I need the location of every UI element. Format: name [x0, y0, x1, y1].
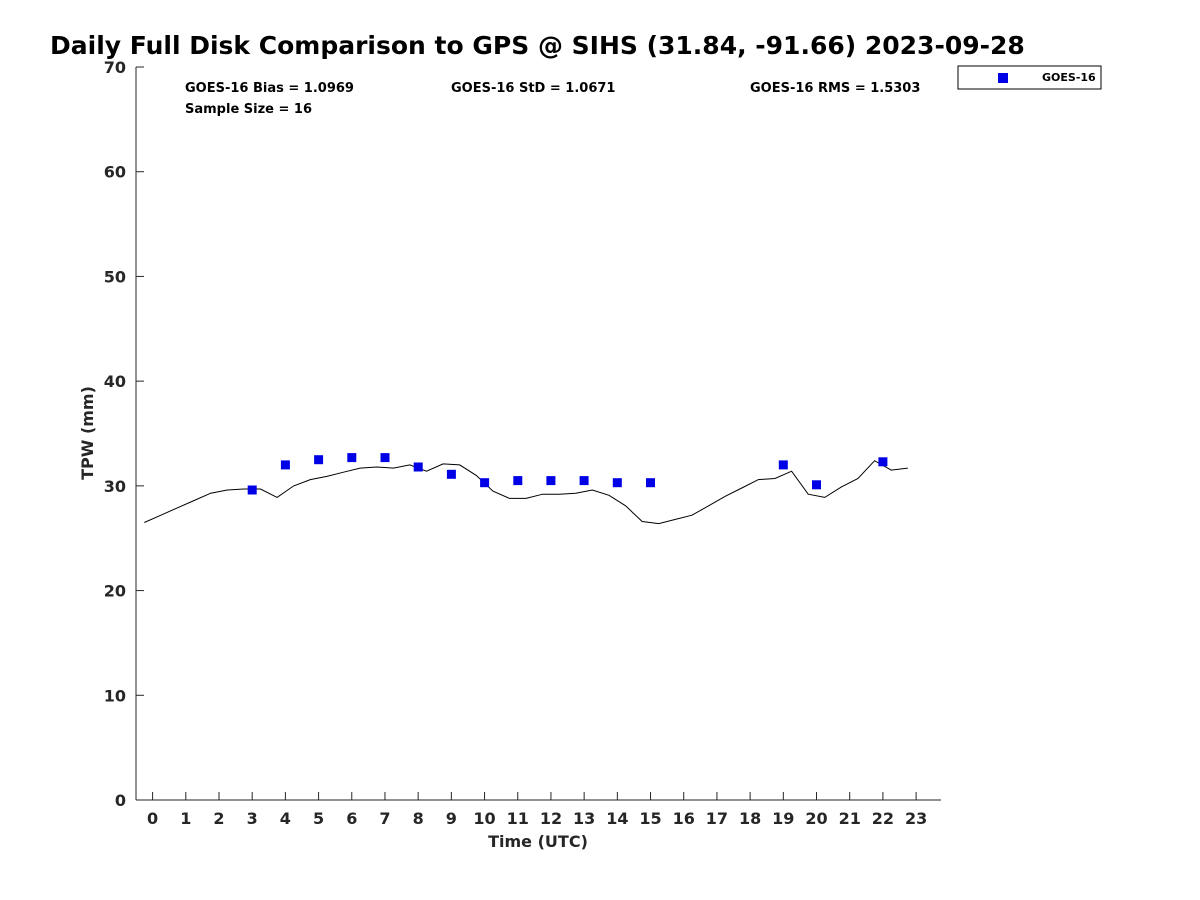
line-layer	[144, 460, 908, 525]
x-tick-label: 11	[507, 809, 529, 828]
goes16-data-point	[646, 478, 655, 488]
y-tick-label: 40	[104, 372, 126, 391]
goes16-data-point	[546, 476, 556, 486]
x-tick-label: 14	[606, 809, 628, 828]
goes16-data-point	[314, 455, 324, 465]
y-tick-label: 10	[104, 686, 126, 705]
stat-std: GOES-16 StD = 1.0671	[451, 81, 615, 96]
goes16-data-point	[280, 460, 290, 470]
goes16-data-point	[878, 457, 888, 467]
x-tick-label: 17	[706, 809, 728, 828]
x-tick-label: 0	[147, 809, 158, 828]
goes16-data-point	[413, 462, 423, 472]
x-tick-label: 13	[573, 809, 595, 828]
x-tick-label: 9	[446, 809, 457, 828]
y-tick-label: 70	[104, 58, 126, 77]
goes16-data-point	[247, 485, 257, 495]
legend: GOES-16	[957, 65, 1102, 90]
x-tick-label: 23	[905, 809, 927, 828]
goes16-data-point	[778, 460, 788, 470]
x-tick-label: 16	[673, 809, 695, 828]
x-tick-label: 22	[872, 809, 894, 828]
axes	[135, 67, 941, 801]
marker-layer	[247, 453, 888, 495]
x-tick-label: 12	[540, 809, 562, 828]
chart-title: Daily Full Disk Comparison to GPS @ SIHS…	[50, 31, 1025, 60]
x-tick-label: 1	[180, 809, 191, 828]
stat-bias: GOES-16 Bias = 1.0969	[185, 81, 354, 96]
legend-marker	[998, 73, 1008, 83]
goes16-data-point	[347, 453, 357, 463]
x-tick-label: 21	[839, 809, 861, 828]
x-axis-label: Time (UTC)	[488, 832, 588, 851]
y-tick-label: 50	[104, 267, 126, 286]
x-tick-label: 7	[379, 809, 390, 828]
x-tick-label: 20	[805, 809, 827, 828]
y-tick-label: 60	[104, 163, 126, 182]
x-tick-label: 8	[413, 809, 424, 828]
goes16-data-point	[579, 476, 589, 486]
x-tick-label: 4	[280, 809, 291, 828]
legend-box	[957, 65, 1102, 90]
goes16-data-point	[812, 480, 821, 490]
goes16-data-point	[480, 478, 490, 488]
x-tick-label: 10	[473, 809, 495, 828]
stat-rms: GOES-16 RMS = 1.5303	[750, 81, 920, 96]
y-tick-label: 0	[115, 791, 126, 810]
legend-label: GOES-16	[1042, 71, 1096, 84]
x-tick-label: 18	[739, 809, 761, 828]
x-tick-label: 15	[639, 809, 661, 828]
goes16-data-point	[513, 476, 523, 486]
x-tick-label: 19	[772, 809, 794, 828]
goes16-data-point	[446, 469, 456, 479]
stat-sample-size: Sample Size = 16	[185, 102, 312, 117]
goes16-data-point	[380, 453, 390, 463]
y-tick-label: 30	[104, 477, 126, 496]
x-tick-label: 3	[247, 809, 258, 828]
goes16-data-point	[612, 478, 622, 488]
x-tick-label: 2	[213, 809, 224, 828]
x-tick-label: 5	[313, 809, 324, 828]
x-tick-label: 6	[346, 809, 357, 828]
y-tick-label: 20	[104, 582, 126, 601]
gps-series-line	[144, 460, 908, 525]
y-axis-label: TPW (mm)	[78, 386, 97, 480]
